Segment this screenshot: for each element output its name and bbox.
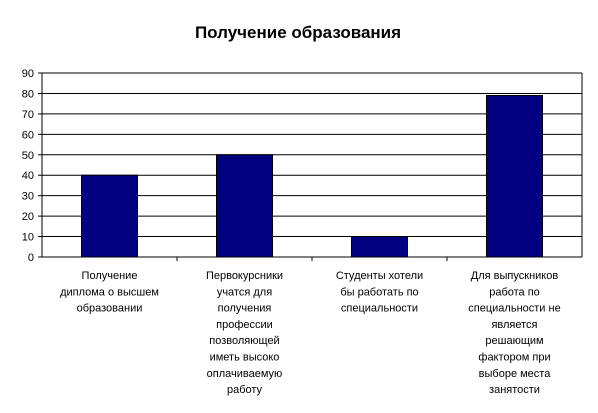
bar <box>216 154 273 258</box>
bar <box>486 94 543 258</box>
category-label: Студенты хотели бы работать по специальнос… <box>336 270 423 315</box>
y-tick-label: 0 <box>28 252 34 264</box>
category-label: Для выпускников работа по специальности не… <box>468 270 560 396</box>
y-tick-label: 80 <box>22 88 34 100</box>
y-tick-label: 30 <box>22 191 34 203</box>
bar <box>351 236 408 258</box>
y-tick-label: 20 <box>22 211 34 223</box>
y-tick-label: 90 <box>22 68 34 80</box>
category-label: Первокурсники учатся для получения професси… <box>206 270 283 396</box>
y-tick-label: 60 <box>22 129 34 141</box>
bar <box>81 174 138 258</box>
x-axis-labels: Получение диплома о высшем образовании Перв… <box>60 270 561 396</box>
bars <box>81 94 543 258</box>
chart-title: Получение образования <box>195 23 401 42</box>
y-tick-label: 70 <box>22 109 34 121</box>
y-tick-label: 50 <box>22 150 34 162</box>
y-tick-label: 40 <box>22 170 34 182</box>
category-label: Получение диплома о высшем образовании <box>60 270 159 315</box>
y-axis: 0 10 20 30 40 50 60 70 80 90 <box>22 68 583 264</box>
y-tick-label: 10 <box>22 232 34 244</box>
